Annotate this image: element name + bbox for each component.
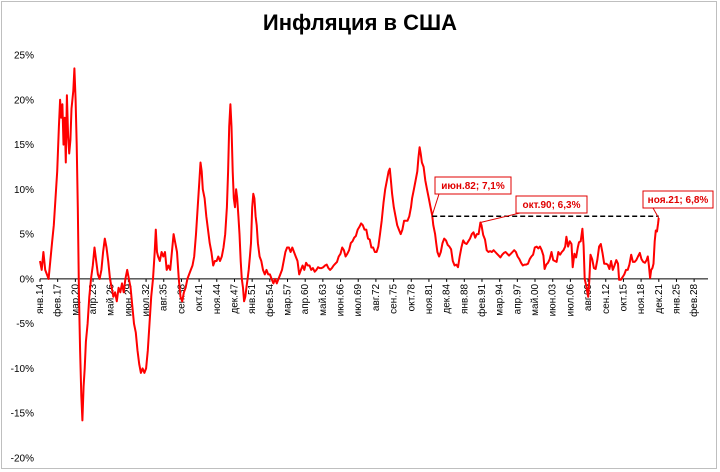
x-tick-label: окт.78 (406, 283, 417, 311)
x-tick-label: янв.25 (671, 283, 682, 314)
x-tick-label: янв.14 (35, 283, 46, 314)
y-tick-label: -5% (16, 319, 34, 330)
y-tick-label: 25% (14, 51, 34, 62)
annotation-label: ноя.21; 6,8% (648, 195, 709, 206)
x-tick-label: ноя.44 (212, 283, 223, 314)
x-tick-label: фев.54 (264, 283, 276, 316)
inflation-series-line (39, 67, 660, 422)
x-tick-label: июн.29 (123, 283, 134, 316)
x-tick-label: апр.97 (512, 283, 523, 314)
x-tick-label: апр.60 (300, 283, 311, 314)
x-tick-label: мар.94 (495, 283, 506, 315)
chart-title: Инфляция в США (262, 10, 458, 35)
y-tick-label: -15% (11, 409, 34, 420)
y-axis: 25% 20% 15% 10% 5% 0% -5% -10% -15% -20% (11, 51, 34, 465)
annotation-box (642, 190, 714, 209)
x-tick-label: мар.20 (70, 283, 81, 315)
y-tick-label: -20% (11, 454, 34, 465)
x-tick-label: фев.17 (52, 283, 64, 316)
x-tick-label: июл.06 (565, 283, 576, 316)
y-tick-label: 10% (14, 185, 34, 196)
x-tick-label: июн.03 (548, 283, 559, 316)
x-tick-label: май.26 (106, 283, 117, 315)
x-tick-label: авг.35 (159, 283, 170, 311)
x-tick-label: сен.12 (601, 283, 612, 313)
annotation-leader-line (431, 193, 440, 216)
annotation-label: июн.82; 7,1% (441, 181, 505, 192)
x-tick-label: май.00 (530, 283, 541, 315)
x-tick-label: ноя.81 (424, 283, 435, 314)
annotation-leader-line (480, 212, 521, 223)
annotation-box (515, 195, 588, 214)
annotation-box (434, 176, 512, 195)
x-tick-label: окт.41 (194, 283, 205, 311)
x-tick-label: июл.32 (141, 283, 152, 316)
x-tick-label: дек.47 (229, 283, 240, 313)
x-axis: янв.14 фев.17 мар.20 апр.23 май.26 июн.29 июл.… (35, 278, 708, 317)
annotation-label: окт.90; 6,3% (523, 200, 581, 211)
x-tick-label: фев.28 (688, 283, 700, 316)
y-tick-label: 0% (20, 274, 35, 285)
x-tick-label: май.63 (318, 283, 329, 315)
y-tick-label: 15% (14, 140, 34, 151)
y-tick-label: 20% (14, 95, 34, 106)
annotation-leader-line (652, 207, 660, 219)
annotations-group: июн.82; 7,1% окт.90; 6,3% ноя.21; 6,8% (431, 176, 714, 223)
x-tick-label: ноя.18 (636, 283, 647, 314)
x-tick-label: июл.69 (353, 283, 364, 316)
x-tick-label: янв.51 (247, 283, 258, 314)
x-tick-label: сен.75 (389, 283, 400, 313)
x-tick-label: окт.15 (618, 283, 629, 311)
series-group (39, 67, 660, 422)
x-tick-label: мар.57 (283, 283, 294, 315)
x-tick-label: фев.91 (476, 283, 488, 316)
y-tick-label: 5% (20, 230, 35, 241)
y-tick-label: -10% (11, 364, 34, 375)
x-tick-label: апр.23 (88, 283, 99, 314)
x-tick-label: янв.88 (459, 283, 470, 314)
x-tick-label: авг.72 (371, 283, 382, 311)
x-tick-label: июн.66 (336, 283, 347, 316)
x-tick-label: дек.21 (654, 283, 665, 313)
x-tick-label: дек.84 (442, 283, 453, 313)
